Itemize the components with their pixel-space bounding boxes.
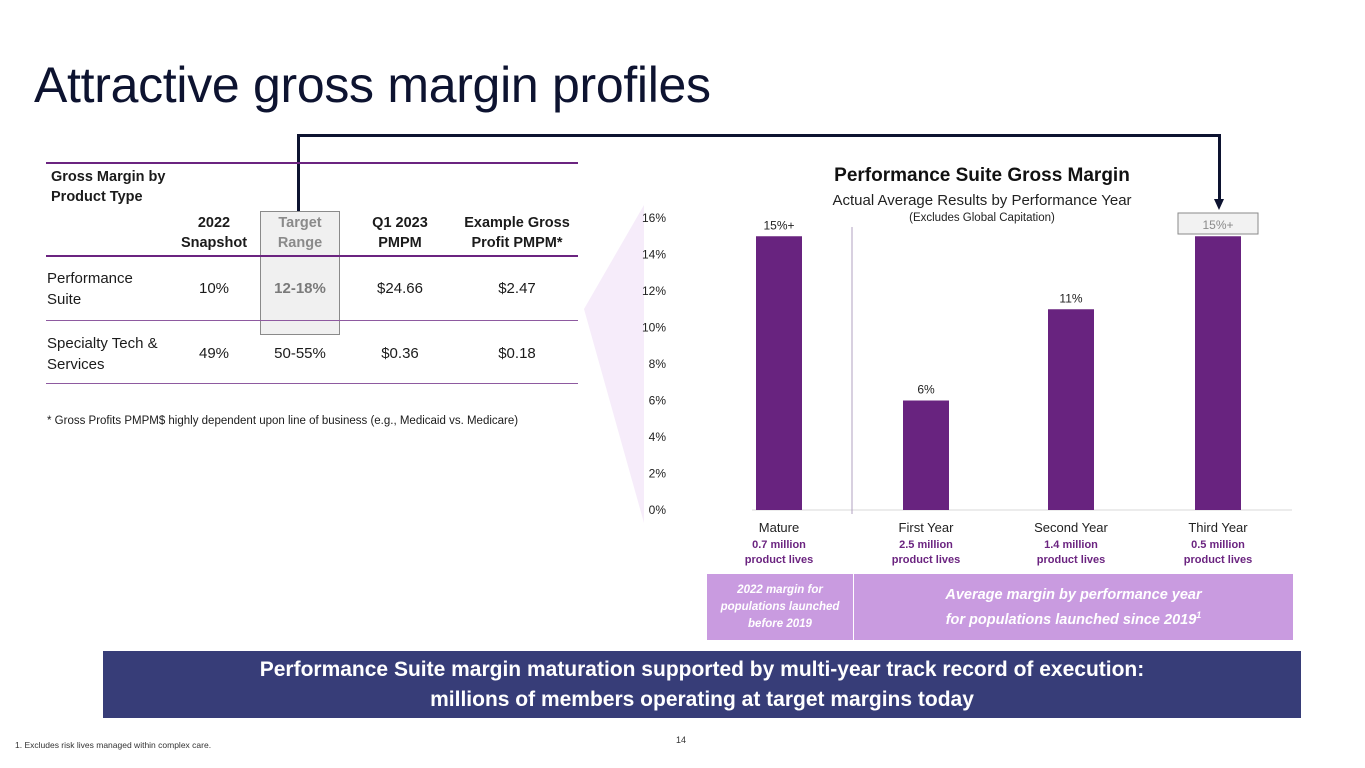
label-line: Performance <box>47 270 133 287</box>
header-line: Example Gross <box>464 215 570 231</box>
label-line: Suite <box>47 291 82 308</box>
label-line: Specialty Tech & <box>47 335 158 352</box>
y-tick-label: 4% <box>649 430 667 444</box>
y-tick-label: 0% <box>649 503 667 517</box>
x-tick-sublabel: 0.7 million product lives <box>714 538 844 568</box>
header-line: Snapshot <box>180 235 248 251</box>
col-header-pmpm: Q1 2023 PMPM <box>352 213 448 253</box>
row-label-performance-suite: Performance Suite <box>47 268 177 310</box>
sublabel-line: product lives <box>744 554 814 566</box>
cell-profit: $0.18 <box>498 345 536 362</box>
target-range-highlight <box>260 211 340 335</box>
header-line: Target <box>278 215 322 231</box>
sublabel-line: product lives <box>1183 554 1253 566</box>
label-line: Services <box>47 356 105 373</box>
sublabel-line: 1.4 million <box>1044 539 1098 551</box>
data-label: 11% <box>1059 291 1082 305</box>
legend-line-text: for populations launched since 2019 <box>945 611 1197 628</box>
bar-chart: 0% 2% 4% 6% 8% 10% 12% 14% 16% 15%+ 6% 11% 15%+ <box>642 211 1292 517</box>
table-row-divider <box>46 320 578 321</box>
legend-mature-note: 2022 margin for populations launched bef… <box>707 574 853 640</box>
zoom-wedge <box>584 205 644 523</box>
y-tick-label: 6% <box>649 394 667 408</box>
x-tick-label: Third Year <box>1188 520 1248 535</box>
sublabel-line: 0.5 million <box>1191 539 1245 551</box>
row-label-specialty-tech: Specialty Tech & Services <box>47 333 177 375</box>
table-footnote: * Gross Profits PMPM$ highly dependent u… <box>47 415 519 427</box>
header-line: Profit PMPM* <box>471 235 563 251</box>
arrow-down-icon <box>1214 199 1224 210</box>
x-tick-sublabel: 2.5 million product lives <box>861 538 991 568</box>
banner-line: Performance Suite margin maturation supp… <box>259 658 1145 681</box>
data-label-highlight <box>1177 212 1259 235</box>
header-line: 2022 <box>197 215 231 231</box>
x-tick-sublabel: 1.4 million product lives <box>1006 538 1136 568</box>
legend-line: Average margin by performance year <box>945 586 1202 603</box>
legend-performance-year-note: Average margin by performance year for p… <box>854 574 1293 640</box>
y-tick-label: 10% <box>642 321 666 335</box>
sublabel-line: 2.5 million <box>899 539 953 551</box>
table-bottom-rule <box>46 383 578 384</box>
x-tick-label: Mature <box>758 520 800 535</box>
cell-pmpm: $24.66 <box>377 280 423 297</box>
footnote-ref: 1 <box>1196 609 1202 620</box>
x-tick-label: Second Year <box>1034 520 1108 535</box>
bar <box>1195 236 1241 510</box>
legend-line-2: for populations launched since 20191 <box>945 605 1202 630</box>
cell-target: 12-18% <box>274 280 326 297</box>
bar <box>1048 309 1094 510</box>
connector-line-left <box>297 134 300 212</box>
y-tick-label: 8% <box>649 357 667 371</box>
chart-subtitle: Actual Average Results by Performance Ye… <box>832 192 1132 209</box>
header-line: Range <box>277 235 323 251</box>
cell-snapshot: 10% <box>198 280 230 297</box>
y-tick-label: 12% <box>642 284 666 298</box>
header-line: Q1 2023 <box>372 215 428 231</box>
cell-target: 50-55% <box>274 345 326 362</box>
page-number: 14 <box>676 735 687 745</box>
data-label: 15%+ <box>1202 218 1233 232</box>
table-title: Gross Margin by Product Type <box>51 169 166 205</box>
header-line: PMPM <box>378 235 422 251</box>
slide-footnote: 1. Excludes risk lives managed within co… <box>15 740 212 750</box>
y-tick-label: 16% <box>642 211 666 225</box>
chart-note: (Excludes Global Capitation) <box>909 212 1055 224</box>
cell-pmpm: $0.36 <box>381 345 419 362</box>
connector-line-right <box>1218 134 1221 200</box>
x-tick-sublabel: 0.5 million product lives <box>1153 538 1283 568</box>
sublabel-line: product lives <box>891 554 961 566</box>
chart-title: Performance Suite Gross Margin <box>834 165 1130 186</box>
data-label: 6% <box>917 383 935 397</box>
x-tick-label: First Year <box>898 520 954 535</box>
col-header-snapshot: 2022 Snapshot <box>174 213 254 253</box>
bar <box>903 400 949 510</box>
y-tick-label: 14% <box>642 248 666 262</box>
data-label: 15%+ <box>763 218 794 232</box>
col-header-profit: Example Gross Profit PMPM* <box>456 213 578 253</box>
sublabel-line: product lives <box>1036 554 1106 566</box>
zoom-wedge-shape <box>584 205 644 523</box>
sublabel-line: 0.7 million <box>752 539 806 551</box>
takeaway-banner: Performance Suite margin maturation supp… <box>103 651 1301 718</box>
col-header-target: Target Range <box>260 213 340 253</box>
page-title: Attractive gross margin profiles <box>34 57 711 113</box>
bar <box>756 236 802 510</box>
cell-profit: $2.47 <box>498 280 536 297</box>
connector-line <box>297 134 1221 137</box>
cell-snapshot: 49% <box>198 345 230 362</box>
table-header-rule <box>46 255 578 257</box>
banner-line: millions of members operating at target … <box>430 688 974 711</box>
y-tick-label: 2% <box>649 467 667 481</box>
table-top-rule <box>46 162 578 164</box>
